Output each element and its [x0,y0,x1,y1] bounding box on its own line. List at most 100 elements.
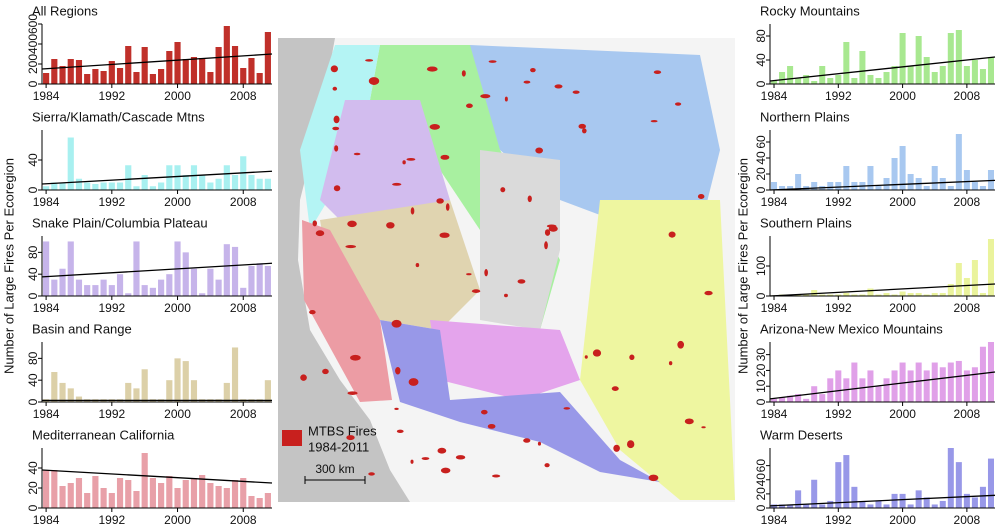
bar [883,378,890,402]
bar [51,279,58,296]
bar [947,186,954,190]
x-tick-label: 2000 [889,301,916,315]
bar [963,370,970,402]
x-tick-label: 2000 [164,407,191,421]
fire-spot [480,94,491,99]
bar [240,478,247,508]
bar [811,182,818,190]
bar [891,370,898,402]
bar [899,33,906,84]
bar [875,78,882,84]
y-tick-label: 40 [26,373,40,387]
bar [125,382,132,402]
x-tick-label: 2008 [954,89,981,103]
fire-spot [421,457,430,460]
fire-spot [396,429,404,434]
bar [223,244,230,296]
fire-spot [368,472,375,476]
fire-spot [466,273,472,276]
bar [803,398,810,402]
bar [223,382,230,402]
bar [883,293,890,296]
y-tick-label: 10 [754,379,768,393]
bar [779,504,786,508]
bar [174,42,181,84]
x-tick-label: 1992 [98,89,125,103]
bar [907,174,914,190]
bar [199,475,206,508]
x-tick-label: 1992 [98,407,125,421]
fire-spot [674,102,682,106]
bar [141,453,148,508]
bar [891,66,898,84]
fire-spot [504,96,508,102]
y-tick-label: 20 [754,487,768,501]
bar [859,378,866,402]
x-tick-label: 1992 [825,195,852,209]
bar [979,346,986,402]
fire-spot [410,459,414,464]
bar [939,178,946,190]
fire-spot [436,198,444,204]
fire-spot [611,386,619,391]
bar [899,362,906,402]
bar [116,182,124,190]
panel-title: Rocky Mountains [760,3,860,18]
bar [931,166,938,190]
fire-spot [426,66,438,72]
bar [835,294,842,296]
bar [182,59,189,84]
y-tick-label: 0 [26,80,40,87]
panel-title: Arizona-New Mexico Mountains [760,321,943,336]
fire-spot [592,349,602,357]
region-warm-deserts [380,320,660,482]
bar [875,186,882,190]
bar [158,279,165,296]
bar [174,488,181,508]
fire-spot [410,207,415,215]
bar [843,293,850,296]
bar [931,72,938,84]
axes [769,342,995,403]
fire-spot [648,474,659,482]
bar [75,279,83,296]
bar [955,134,962,190]
trend-line [769,56,996,82]
scale-label: 300 km [315,462,354,476]
y-tick-label: 0 [26,292,40,299]
bar [199,293,206,296]
fire-spot [544,241,548,250]
fire-spot [650,119,658,123]
fire-spot [613,444,620,452]
fire-spot [330,65,339,73]
bar [939,293,946,296]
bar [133,388,140,402]
bar [907,293,914,296]
bar [987,239,994,296]
y-tick-label: 0 [754,504,768,511]
fire-spot [332,126,340,131]
bar [939,500,946,508]
bar [867,288,874,296]
y-tick-label: 400 [26,34,40,54]
bar [947,362,954,402]
axes [769,236,995,297]
fire-spot [697,193,705,199]
fire-spot [334,145,339,152]
x-tick-label: 1984 [33,301,60,315]
panel-title: Southern Plains [760,215,852,230]
fire-spot [402,160,406,165]
bar [240,287,247,296]
x-tick-label: 1992 [98,195,125,209]
bar [59,382,66,402]
bar [133,72,140,84]
bar [264,178,271,190]
y-tick-label: 0 [754,292,768,299]
bar [182,361,189,402]
x-tick-label: 2008 [230,513,257,527]
bar [971,182,978,190]
bar [231,480,239,508]
y-tick-label: 40 [26,153,40,167]
fire-spot [392,182,402,186]
bar [843,166,850,190]
